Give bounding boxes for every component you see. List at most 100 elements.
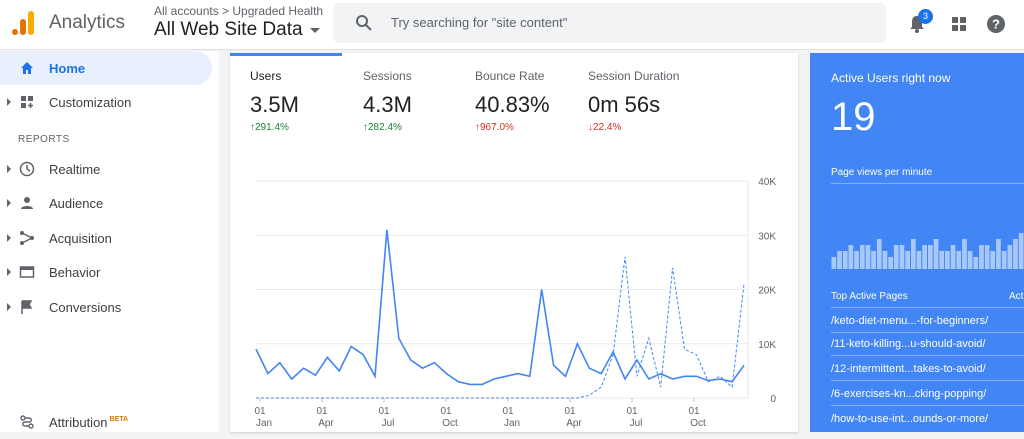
x-tick-day: 01 [440, 406, 452, 417]
y-tick-label: 30K [758, 231, 776, 242]
metric-bounce-rate[interactable]: Bounce Rate 40.83% ↑967.0% [475, 69, 550, 133]
page-views-bar [837, 251, 842, 269]
x-tick-day: 01 [254, 406, 266, 417]
view-name: All Web Site Data [154, 19, 303, 40]
x-tick-month: Oct [442, 418, 458, 429]
page-views-bar [888, 257, 893, 269]
view-selector[interactable]: All Web Site Data [154, 19, 320, 41]
y-tick-label: 10K [758, 340, 776, 351]
app-name: Analytics [49, 12, 126, 33]
top-bar: Analytics All accounts > Upgraded Health… [0, 0, 1024, 50]
selected-metric-indicator [230, 53, 342, 56]
search-bar[interactable]: Try searching for "site content" [333, 3, 886, 43]
realtime-panel: Active Users right now 19 Page views per… [810, 53, 1024, 432]
page-views-bar [967, 251, 973, 269]
divider [831, 355, 1024, 356]
sidebar-item-attribution[interactable]: Attribution BETA [0, 405, 212, 439]
expand-arrow-icon [7, 98, 11, 106]
page-views-bar [979, 245, 984, 269]
y-tick-label: 20K [758, 286, 776, 297]
top-page-link[interactable]: /12-intermittent...takes-to-avoid/ [831, 363, 986, 375]
sidebar-item-label: Realtime [49, 162, 101, 177]
y-tick-label: 40K [758, 177, 776, 188]
page-views-bar [893, 245, 899, 269]
page-views-bar-chart [831, 233, 1024, 269]
sidebar-item-conversions[interactable]: Conversions [0, 290, 212, 324]
x-tick-month: Jul [382, 418, 395, 429]
sidebar-item-label: Behavior [49, 265, 101, 280]
metric-value: 40.83% [475, 92, 550, 117]
page-views-bar [848, 245, 854, 269]
search-icon [356, 15, 372, 31]
active-users-count: 19 [831, 95, 876, 139]
sidebar: Home Customization REPORTS Realtime Audi… [0, 51, 219, 432]
sidebar-item-label: Home [49, 61, 86, 76]
expand-arrow-icon [7, 303, 11, 311]
behavior-window-icon [19, 266, 35, 278]
attribution-label: Attribution [49, 415, 108, 430]
x-tick-month: Jan [504, 418, 520, 429]
metric-label: Session Duration [588, 69, 680, 83]
page-views-bar [990, 251, 996, 269]
analytics-logo-icon[interactable] [10, 10, 36, 36]
page-views-bar [899, 245, 905, 269]
page-views-bar [882, 251, 888, 269]
sidebar-item-label: Acquisition [49, 231, 112, 246]
metric-change-value: 22.4% [593, 122, 622, 133]
realtime-title: Active Users right now [831, 71, 951, 85]
top-page-link[interactable]: /how-to-use-int...ounds-or-more/ [831, 413, 989, 425]
notification-badge: 3 [918, 9, 933, 24]
sidebar-item-label: Attribution BETA [49, 415, 128, 430]
page-views-bar [865, 245, 871, 269]
x-tick-month: Oct [690, 418, 706, 429]
metric-value: 3.5M [250, 92, 299, 117]
divider [831, 183, 1024, 184]
breadcrumb[interactable]: All accounts > Upgraded Health [154, 4, 324, 18]
page-views-bar [1001, 251, 1007, 269]
caret-down-icon [309, 27, 320, 33]
acquisition-branch-icon [20, 231, 34, 245]
help-icon[interactable]: ? [985, 13, 1007, 35]
active-users-column-label: Acti [1009, 291, 1024, 302]
page-views-bar [905, 251, 910, 269]
page-views-bar [984, 245, 990, 269]
page-views-bar [928, 245, 933, 269]
metric-value: 4.3M [363, 92, 412, 117]
top-page-link[interactable]: /11-keto-killing...u-should-avoid/ [831, 338, 986, 350]
metric-change: ↑291.4% [250, 122, 289, 133]
sidebar-item-home[interactable]: Home [0, 51, 212, 85]
sidebar-item-customization[interactable]: Customization [0, 85, 212, 119]
comparison-series-line [256, 256, 745, 399]
x-tick-month: Apr [318, 418, 334, 429]
sidebar-item-acquisition[interactable]: Acquisition [0, 221, 212, 255]
x-tick-month: Jan [256, 418, 272, 429]
sidebar-item-behavior[interactable]: Behavior [0, 255, 212, 289]
expand-arrow-icon [7, 199, 11, 207]
metric-label: Users [250, 69, 282, 83]
page-views-label: Page views per minute [831, 167, 933, 178]
apps-grid-icon[interactable] [948, 13, 970, 35]
metric-change: ↑967.0% [475, 122, 514, 133]
top-page-link[interactable]: /keto-diet-menu...-for-beginners/ [831, 315, 989, 327]
page-views-bar [996, 239, 1001, 269]
page-views-bar [1007, 245, 1013, 269]
metric-label: Bounce Rate [475, 69, 545, 83]
x-tick-day: 01 [502, 406, 514, 417]
attribution-icon [20, 415, 34, 429]
metric-sessions[interactable]: Sessions 4.3M ↑282.4% [363, 69, 412, 133]
y-tick-label: 0 [770, 394, 776, 405]
page-views-bar [842, 251, 848, 269]
page-views-bar [922, 245, 927, 269]
top-page-link[interactable]: /6-exercises-kn...cking-popping/ [831, 388, 987, 400]
metric-session-duration[interactable]: Session Duration 0m 56s ↓22.4% [588, 69, 679, 133]
users-line-chart: 40K30K20K10K001Jan01Apr01Jul01Oct01Jan01… [254, 177, 776, 429]
search-input[interactable]: Try searching for "site content" [391, 15, 568, 30]
x-tick-day: 01 [564, 406, 576, 417]
page-views-bar [945, 251, 950, 269]
x-tick-month: Jul [630, 418, 643, 429]
sidebar-item-audience[interactable]: Audience [0, 186, 212, 220]
page-views-bar [854, 251, 859, 269]
metric-users[interactable]: Users 3.5M ↑291.4% [250, 69, 299, 133]
sidebar-item-realtime[interactable]: Realtime [0, 152, 212, 186]
clock-icon [19, 161, 35, 177]
